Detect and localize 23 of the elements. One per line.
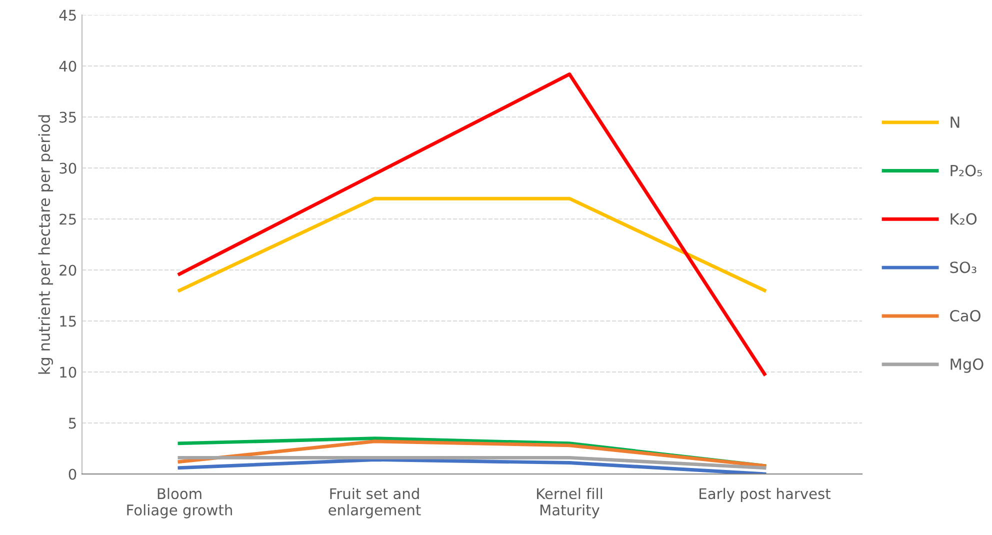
line-series bbox=[178, 72, 766, 376]
y-tick-label: 15 bbox=[60, 316, 76, 327]
y-tick-label: 45 bbox=[59, 10, 76, 21]
line-series bbox=[178, 458, 766, 474]
y-tick-label: 40 bbox=[59, 60, 76, 72]
legend-label: K₂O bbox=[950, 213, 977, 225]
y-tick-label: 0 bbox=[68, 468, 76, 480]
x-tick-label: Bloom Foliage growth bbox=[127, 488, 232, 518]
y-tick-label: 25 bbox=[60, 214, 76, 225]
legend-label: MgO bbox=[950, 358, 984, 373]
y-tick-label: 35 bbox=[60, 112, 76, 123]
y-axis-title: kg nutrient per hectare per period bbox=[38, 115, 54, 374]
y-tick-label: 10 bbox=[60, 366, 76, 378]
y-tick-label: 20 bbox=[60, 264, 76, 276]
x-tick-label: Fruit set and enlargement bbox=[328, 488, 421, 518]
legend-label: CaO bbox=[950, 310, 980, 322]
y-tick-label: 30 bbox=[60, 162, 76, 174]
legend-label: N bbox=[950, 116, 960, 128]
legend-label: SO₃ bbox=[950, 262, 976, 274]
x-tick-label: Kernel fill Maturity bbox=[537, 488, 602, 518]
y-tick-label: 5 bbox=[68, 418, 76, 429]
x-tick-label: Early post harvest bbox=[700, 488, 830, 502]
legend-label: P₂O₅ bbox=[950, 164, 982, 176]
